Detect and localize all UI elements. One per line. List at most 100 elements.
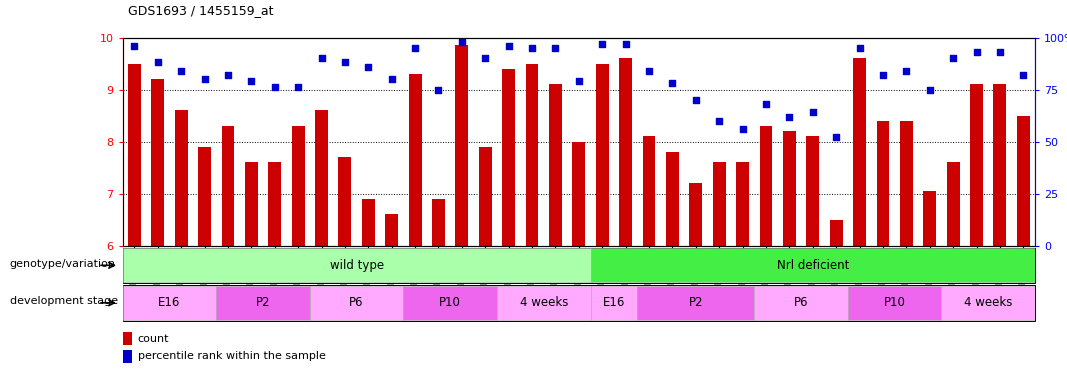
Point [547, 45, 564, 51]
Point [477, 56, 494, 62]
Point [664, 80, 681, 86]
Point [593, 41, 610, 47]
Bar [456, 45, 468, 246]
Point [617, 41, 634, 47]
Bar [642, 136, 655, 246]
Point [313, 56, 330, 62]
Point [289, 84, 306, 90]
Bar [503, 69, 515, 246]
Bar [970, 84, 983, 246]
Point [570, 78, 587, 84]
Point [687, 97, 704, 103]
Text: GDS1693 / 1455159_at: GDS1693 / 1455159_at [128, 4, 273, 17]
Bar [338, 157, 351, 246]
Text: genotype/variation: genotype/variation [10, 258, 116, 268]
Point [1015, 72, 1032, 78]
Point [711, 118, 728, 124]
Point [828, 134, 845, 140]
Bar [222, 126, 235, 246]
Text: P10: P10 [440, 296, 461, 309]
Bar [572, 142, 586, 246]
Bar [848, 286, 941, 320]
Bar [245, 162, 258, 246]
Bar [830, 220, 843, 246]
Text: 4 weeks: 4 weeks [520, 296, 568, 309]
Bar [152, 79, 164, 246]
Point [266, 84, 283, 90]
Point [921, 87, 938, 93]
Point [360, 64, 377, 70]
Bar [807, 136, 819, 246]
Bar [409, 74, 421, 246]
Bar [550, 84, 562, 246]
Text: P2: P2 [688, 296, 703, 309]
Text: wild type: wild type [330, 259, 384, 272]
Bar [713, 162, 726, 246]
Point [991, 49, 1008, 55]
Point [758, 101, 775, 107]
Bar [309, 286, 403, 320]
Bar [754, 286, 848, 320]
Text: Nrl deficient: Nrl deficient [777, 259, 849, 272]
Bar [899, 121, 912, 246]
Bar [595, 63, 608, 246]
Bar [123, 350, 132, 363]
Point [897, 68, 914, 74]
Bar [432, 199, 445, 246]
Bar [403, 286, 497, 320]
Text: development stage: development stage [10, 296, 118, 306]
Point [805, 110, 822, 116]
Bar [637, 286, 754, 320]
Point [524, 45, 541, 51]
Bar [590, 286, 637, 320]
Bar [497, 286, 590, 320]
Bar [175, 110, 188, 246]
Point [640, 68, 657, 74]
Text: percentile rank within the sample: percentile rank within the sample [138, 351, 325, 361]
Bar [941, 286, 1035, 320]
Text: P6: P6 [794, 296, 809, 309]
Bar [876, 121, 890, 246]
Point [407, 45, 424, 51]
Point [874, 72, 891, 78]
Text: 4 weeks: 4 weeks [964, 296, 1013, 309]
Bar [291, 126, 304, 246]
Bar [385, 214, 398, 246]
Text: count: count [138, 334, 170, 344]
Bar [619, 58, 632, 246]
Point [220, 72, 237, 78]
Bar [123, 248, 590, 282]
Text: P2: P2 [256, 296, 270, 309]
Point [149, 60, 166, 66]
Point [126, 43, 143, 49]
Point [734, 126, 751, 132]
Bar [946, 162, 959, 246]
Point [453, 39, 471, 45]
Text: E16: E16 [603, 296, 625, 309]
Bar [923, 191, 936, 246]
Bar [736, 162, 749, 246]
Bar [128, 63, 141, 246]
Text: P10: P10 [883, 296, 906, 309]
Bar [783, 131, 796, 246]
Point [173, 68, 190, 74]
Bar [123, 286, 217, 320]
Bar [993, 84, 1006, 246]
Point [781, 114, 798, 120]
Point [851, 45, 869, 51]
Bar [362, 199, 375, 246]
Bar [479, 147, 492, 246]
Bar [590, 248, 1035, 282]
Bar [760, 126, 773, 246]
Bar [268, 162, 282, 246]
Point [430, 87, 447, 93]
Bar [1017, 116, 1030, 246]
Bar [198, 147, 211, 246]
Bar [123, 332, 132, 345]
Point [968, 49, 985, 55]
Point [196, 76, 213, 82]
Point [944, 56, 961, 62]
Text: E16: E16 [158, 296, 180, 309]
Point [500, 43, 517, 49]
Bar [854, 58, 866, 246]
